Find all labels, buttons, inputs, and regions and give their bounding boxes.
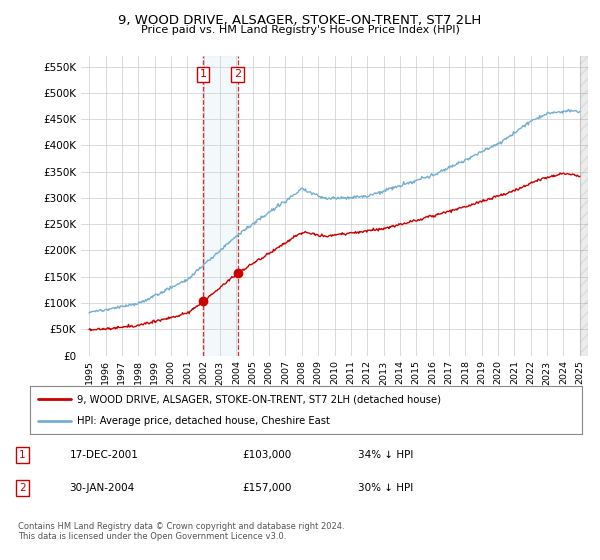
- Text: 1: 1: [19, 450, 26, 460]
- Text: 34% ↓ HPI: 34% ↓ HPI: [358, 450, 413, 460]
- Text: Price paid vs. HM Land Registry's House Price Index (HPI): Price paid vs. HM Land Registry's House …: [140, 25, 460, 35]
- Text: 2: 2: [19, 483, 26, 493]
- Text: 17-DEC-2001: 17-DEC-2001: [70, 450, 139, 460]
- Text: Contains HM Land Registry data © Crown copyright and database right 2024.
This d: Contains HM Land Registry data © Crown c…: [18, 522, 344, 542]
- Text: 9, WOOD DRIVE, ALSAGER, STOKE-ON-TRENT, ST7 2LH (detached house): 9, WOOD DRIVE, ALSAGER, STOKE-ON-TRENT, …: [77, 394, 441, 404]
- Text: £103,000: £103,000: [242, 450, 292, 460]
- Text: 2: 2: [234, 69, 241, 80]
- Bar: [202, 56, 238, 356]
- Text: 1: 1: [200, 69, 206, 80]
- Text: HPI: Average price, detached house, Cheshire East: HPI: Average price, detached house, Ches…: [77, 416, 330, 426]
- Text: 9, WOOD DRIVE, ALSAGER, STOKE-ON-TRENT, ST7 2LH: 9, WOOD DRIVE, ALSAGER, STOKE-ON-TRENT, …: [118, 14, 482, 27]
- Text: 30-JAN-2004: 30-JAN-2004: [70, 483, 135, 493]
- Bar: [580, 56, 588, 356]
- Text: £157,000: £157,000: [242, 483, 292, 493]
- Text: 30% ↓ HPI: 30% ↓ HPI: [358, 483, 413, 493]
